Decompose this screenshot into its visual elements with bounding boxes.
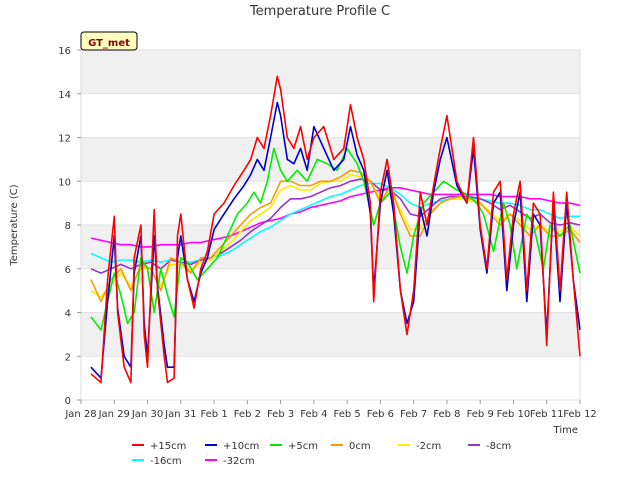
legend-label: +15cm [150,441,186,452]
y-tick-label: 12 [58,134,71,145]
site-badge-box [80,31,138,51]
y-tick-label: 14 [58,90,71,101]
x-tick-label: Feb 3 [267,409,294,420]
legend: +15cm +10cm +5cm 0cm -2cm -8cm -16cm -32cm [132,441,511,467]
x-tick-label: Feb 4 [300,409,327,420]
y-axis-ticks: 0 2 4 6 8 10 12 14 16 [58,46,81,407]
x-tick-label: Feb 9 [467,409,494,420]
y-tick-label: 2 [65,352,71,363]
y-axis-label: Temperature (C) [9,184,20,266]
site-badge: GT_met [80,31,138,51]
y-tick-label: 16 [58,46,71,57]
x-tick-label: Jan 29 [98,409,130,420]
series-line--8cm [90,178,581,274]
x-tick-label: Feb 5 [334,409,361,420]
legend-item: +10cm [205,441,259,452]
x-tick-label: Feb 6 [367,409,394,420]
legend-item: 0cm [331,441,371,452]
series-layer [90,75,581,384]
series-line-+15cm [90,75,581,384]
legend-item: -16cm [132,456,182,467]
legend-item: -8cm [468,441,511,452]
x-axis-ticks: Jan 28 Jan 29 Jan 30 Jan 31 Feb 1 Feb 2 Feb 3 F… [64,400,597,420]
legend-item: +15cm [132,441,186,452]
site-badge-text: GT_met [88,38,130,49]
x-tick-label: Jan 28 [64,409,96,420]
x-tick-label: Feb 7 [400,409,427,420]
gridlines [81,49,580,401]
legend-label: 0cm [349,441,371,452]
chart-title: Temperature Profile C [249,4,390,19]
legend-label: +10cm [223,441,259,452]
series-line--2cm [90,173,581,299]
y-tick-label: 6 [65,265,71,276]
legend-label: -2cm [416,441,441,452]
y-tick-label: 0 [65,396,71,407]
x-tick-label: Feb 1 [200,409,227,420]
x-tick-label: Feb 12 [563,409,597,420]
x-axis-label: Time [553,425,578,436]
legend-item: +5cm [270,441,318,452]
x-tick-label: Feb 8 [433,409,460,420]
plot-band [81,50,580,94]
legend-item: -32cm [205,456,255,467]
y-tick-label: 10 [58,177,71,188]
x-tick-label: Jan 31 [164,409,196,420]
y-tick-label: 8 [65,221,71,232]
plot-band [81,312,580,357]
x-tick-label: Jan 30 [131,409,163,420]
legend-item: -2cm [398,441,441,452]
series-line-+5cm [90,147,581,331]
legend-label: -8cm [486,441,511,452]
x-tick-label: Feb 11 [530,409,564,420]
legend-label: -16cm [150,456,182,467]
legend-label: -32cm [223,456,255,467]
x-tick-label: Feb 2 [234,409,261,420]
plot-band [81,137,580,182]
legend-label: +5cm [288,441,318,452]
x-tick-label: Feb 10 [497,409,531,420]
y-tick-label: 4 [65,309,71,320]
